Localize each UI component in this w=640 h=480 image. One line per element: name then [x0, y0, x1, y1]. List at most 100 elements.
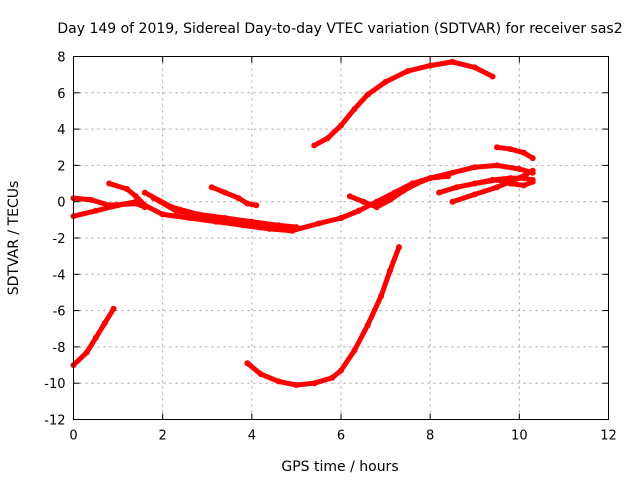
data-point: [101, 320, 108, 327]
data-point: [244, 360, 251, 367]
data-point: [387, 267, 393, 274]
data-point: [88, 196, 95, 203]
data-point: [404, 68, 411, 74]
axis-ticks: 0 2 4 6 8 10 12 -12 -10 -8 -6 -4 -2 0 2 4 6 8: [44, 51, 617, 444]
data-point: [494, 162, 500, 169]
y-tick-label: 0: [57, 196, 65, 211]
data-point: [244, 200, 251, 207]
y-tick-label: -12: [44, 414, 65, 429]
grid-lines: [73, 56, 609, 420]
data-point: [141, 189, 148, 196]
y-tick-label: -8: [53, 341, 66, 356]
y-tick-label: 2: [57, 159, 65, 174]
data-point: [141, 202, 148, 209]
data-point: [445, 173, 451, 180]
data-point: [494, 184, 500, 191]
data-series: [70, 58, 536, 388]
data-point: [275, 378, 282, 385]
x-tick-label: 6: [337, 429, 345, 444]
data-point: [132, 193, 139, 200]
data-point: [387, 196, 393, 203]
data-point: [449, 198, 456, 205]
data-point: [396, 244, 402, 251]
data-point: [106, 180, 113, 187]
data-point: [346, 193, 353, 200]
data-point: [471, 180, 478, 187]
y-tick-label: -2: [53, 232, 66, 247]
data-point: [471, 191, 478, 198]
series-arc-15: [494, 144, 536, 161]
data-point: [382, 78, 389, 85]
y-tick-label: 6: [57, 87, 65, 102]
data-point: [329, 374, 336, 381]
y-tick-label: 4: [57, 123, 65, 138]
x-tick-label: 8: [426, 429, 434, 444]
data-point: [324, 135, 331, 142]
data-point: [427, 62, 434, 69]
data-point: [489, 73, 496, 80]
data-point: [311, 142, 318, 149]
data-point: [115, 202, 122, 209]
series-arc-3: [71, 199, 139, 219]
data-point: [150, 195, 157, 202]
data-point: [293, 382, 300, 388]
data-point: [231, 216, 237, 223]
data-point: [507, 180, 514, 187]
data-point: [351, 106, 358, 113]
data-point: [110, 305, 117, 312]
data-point: [516, 175, 523, 182]
y-tick-label: -10: [44, 377, 65, 392]
data-point: [351, 347, 358, 354]
data-point: [449, 169, 456, 176]
data-point: [124, 186, 130, 192]
data-point: [413, 180, 420, 187]
data-point: [529, 155, 536, 162]
data-point: [471, 164, 478, 171]
data-point: [173, 207, 179, 214]
data-point: [253, 202, 260, 209]
data-point: [378, 293, 385, 300]
data-point: [436, 189, 443, 196]
data-point: [520, 182, 527, 189]
data-point: [239, 222, 246, 229]
data-point: [427, 175, 434, 182]
x-tick-label: 4: [248, 429, 256, 444]
data-point: [284, 224, 291, 231]
data-point: [235, 195, 242, 202]
data-point: [507, 146, 514, 153]
data-point: [338, 122, 344, 129]
data-point: [315, 220, 322, 227]
data-point: [453, 184, 460, 191]
data-point: [159, 211, 166, 218]
data-point: [92, 207, 99, 214]
data-point: [364, 91, 371, 98]
x-tick-label: 0: [69, 429, 77, 444]
data-point: [83, 349, 90, 356]
series-arc-9: [311, 59, 496, 148]
data-point: [293, 224, 300, 231]
data-point: [186, 215, 193, 221]
data-point: [494, 176, 500, 183]
data-point: [338, 367, 344, 374]
data-point: [449, 58, 456, 65]
x-axis-label: GPS time / hours: [281, 459, 398, 475]
y-tick-label: 8: [57, 51, 65, 66]
y-tick-label: -6: [53, 305, 66, 320]
data-point: [494, 144, 500, 151]
x-tick-label: 10: [511, 429, 528, 444]
data-point: [257, 220, 264, 227]
data-point: [257, 371, 264, 378]
data-point: [373, 198, 380, 205]
data-point: [204, 213, 211, 220]
data-point: [311, 380, 318, 387]
series-arc-6: [151, 195, 290, 230]
data-point: [529, 178, 536, 185]
data-point: [338, 215, 344, 221]
data-point: [213, 218, 220, 225]
y-axis-label: SDTVAR / TECUs: [6, 181, 22, 296]
y-tick-label: -4: [53, 268, 66, 283]
data-point: [92, 334, 99, 341]
data-point: [360, 198, 367, 205]
data-point: [355, 207, 362, 214]
x-tick-label: 2: [159, 429, 167, 444]
